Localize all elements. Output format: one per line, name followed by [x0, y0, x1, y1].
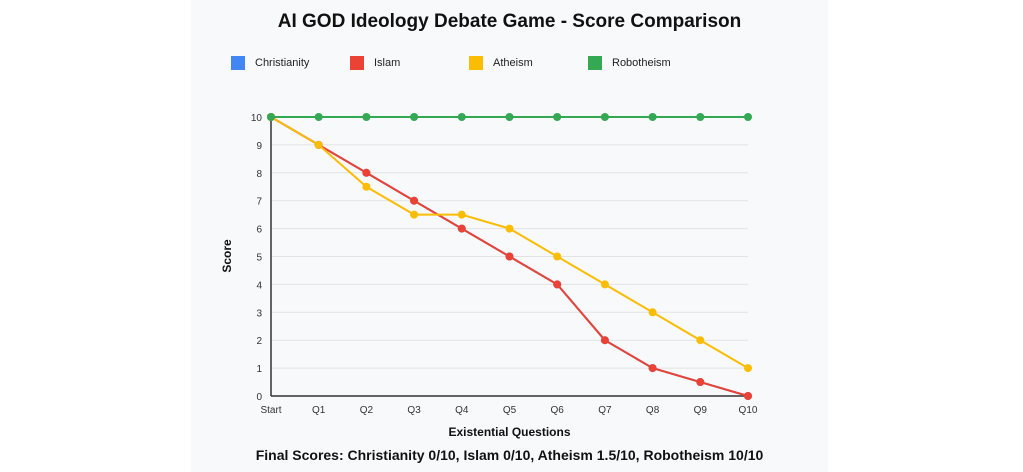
y-tick-label: 9	[256, 141, 262, 152]
y-tick-label: 6	[256, 225, 262, 236]
data-point-atheism	[696, 336, 705, 345]
legend-label: Atheism	[493, 57, 533, 69]
legend-swatch-robotheism	[588, 56, 602, 70]
data-point-islam	[410, 196, 419, 205]
x-axis-title: Existential Questions	[448, 425, 570, 439]
data-point-robotheism	[267, 113, 275, 121]
data-point-islam	[457, 224, 466, 233]
data-point-atheism	[600, 280, 609, 289]
final-scores: Final Scores: Christianity 0/10, Islam 0…	[255, 447, 764, 463]
chart-title: AI GOD Ideology Debate Game - Score Comp…	[277, 11, 742, 32]
data-point-islam	[696, 378, 705, 387]
legend-item-islam[interactable]: Islam	[350, 55, 400, 71]
x-tick-label: Q7	[598, 405, 612, 416]
data-point-robotheism	[362, 113, 371, 121]
data-point-robotheism	[744, 113, 752, 121]
x-tick-label: Q2	[360, 405, 374, 416]
legend-swatch-christianity	[231, 56, 245, 70]
data-point-robotheism	[505, 113, 514, 121]
legend-swatch-atheism	[469, 56, 483, 70]
x-tick-label: Q4	[455, 405, 469, 416]
y-tick-label: 2	[256, 336, 262, 347]
y-tick-label: 0	[256, 392, 262, 403]
data-point-robotheism	[600, 113, 609, 121]
legend-label: Robotheism	[612, 57, 671, 69]
x-tick-label: Q5	[503, 405, 517, 416]
x-tick-label: Q6	[551, 405, 565, 416]
x-tick-label: Q9	[694, 405, 708, 416]
data-point-robotheism	[314, 113, 323, 121]
y-tick-label: 8	[256, 169, 262, 180]
data-point-islam	[505, 252, 514, 261]
data-point-islam	[744, 392, 752, 400]
y-tick-label: 10	[251, 113, 263, 124]
data-point-atheism	[744, 364, 752, 373]
legend-label: Islam	[374, 57, 401, 69]
legend-item-robotheism[interactable]: Robotheism	[588, 55, 671, 71]
legend-item-christianity[interactable]: Christianity	[231, 55, 309, 71]
y-tick-label: 5	[256, 253, 262, 264]
legend-label: Christianity	[255, 57, 310, 69]
series-line-atheism	[270, 116, 749, 369]
y-tick-label: 4	[256, 280, 262, 291]
legend-swatch-islam	[350, 56, 364, 70]
data-point-islam	[648, 364, 657, 373]
data-point-atheism	[362, 182, 371, 191]
data-point-robotheism	[648, 113, 657, 121]
legend-item-atheism[interactable]: Atheism	[469, 55, 533, 71]
data-point-atheism	[505, 224, 514, 233]
x-tick-label: Q3	[407, 405, 421, 416]
data-point-robotheism	[457, 113, 466, 121]
line-chart: 0 1 2 3 4 5 6 7 8 9 10 Start Q1 Q2 Q3 Q4 Q5 Q6 Q7 Q8 Q9 Q10 Ex…	[220, 113, 758, 439]
x-tick-label: Q10	[739, 405, 758, 416]
y-tick-label: 7	[256, 197, 262, 208]
x-tick-label: Q8	[646, 405, 660, 416]
data-point-atheism	[648, 308, 657, 317]
data-point-robotheism	[553, 113, 562, 121]
y-tick-label: 1	[256, 364, 262, 375]
data-point-atheism	[410, 210, 419, 219]
y-axis-title: Score	[220, 239, 234, 273]
data-point-islam	[600, 336, 609, 345]
x-tick-label: Q1	[312, 405, 326, 416]
data-point-islam	[553, 280, 562, 289]
y-tick-label: 3	[256, 308, 262, 319]
data-point-atheism	[553, 252, 562, 261]
chart-panel: AI GOD Ideology Debate Game - Score Comp…	[191, 0, 828, 472]
data-point-robotheism	[696, 113, 705, 121]
data-point-islam	[362, 168, 371, 177]
data-point-atheism	[457, 210, 466, 219]
data-point-robotheism	[410, 113, 419, 121]
x-tick-label: Start	[260, 405, 281, 416]
data-point-atheism	[314, 140, 323, 149]
